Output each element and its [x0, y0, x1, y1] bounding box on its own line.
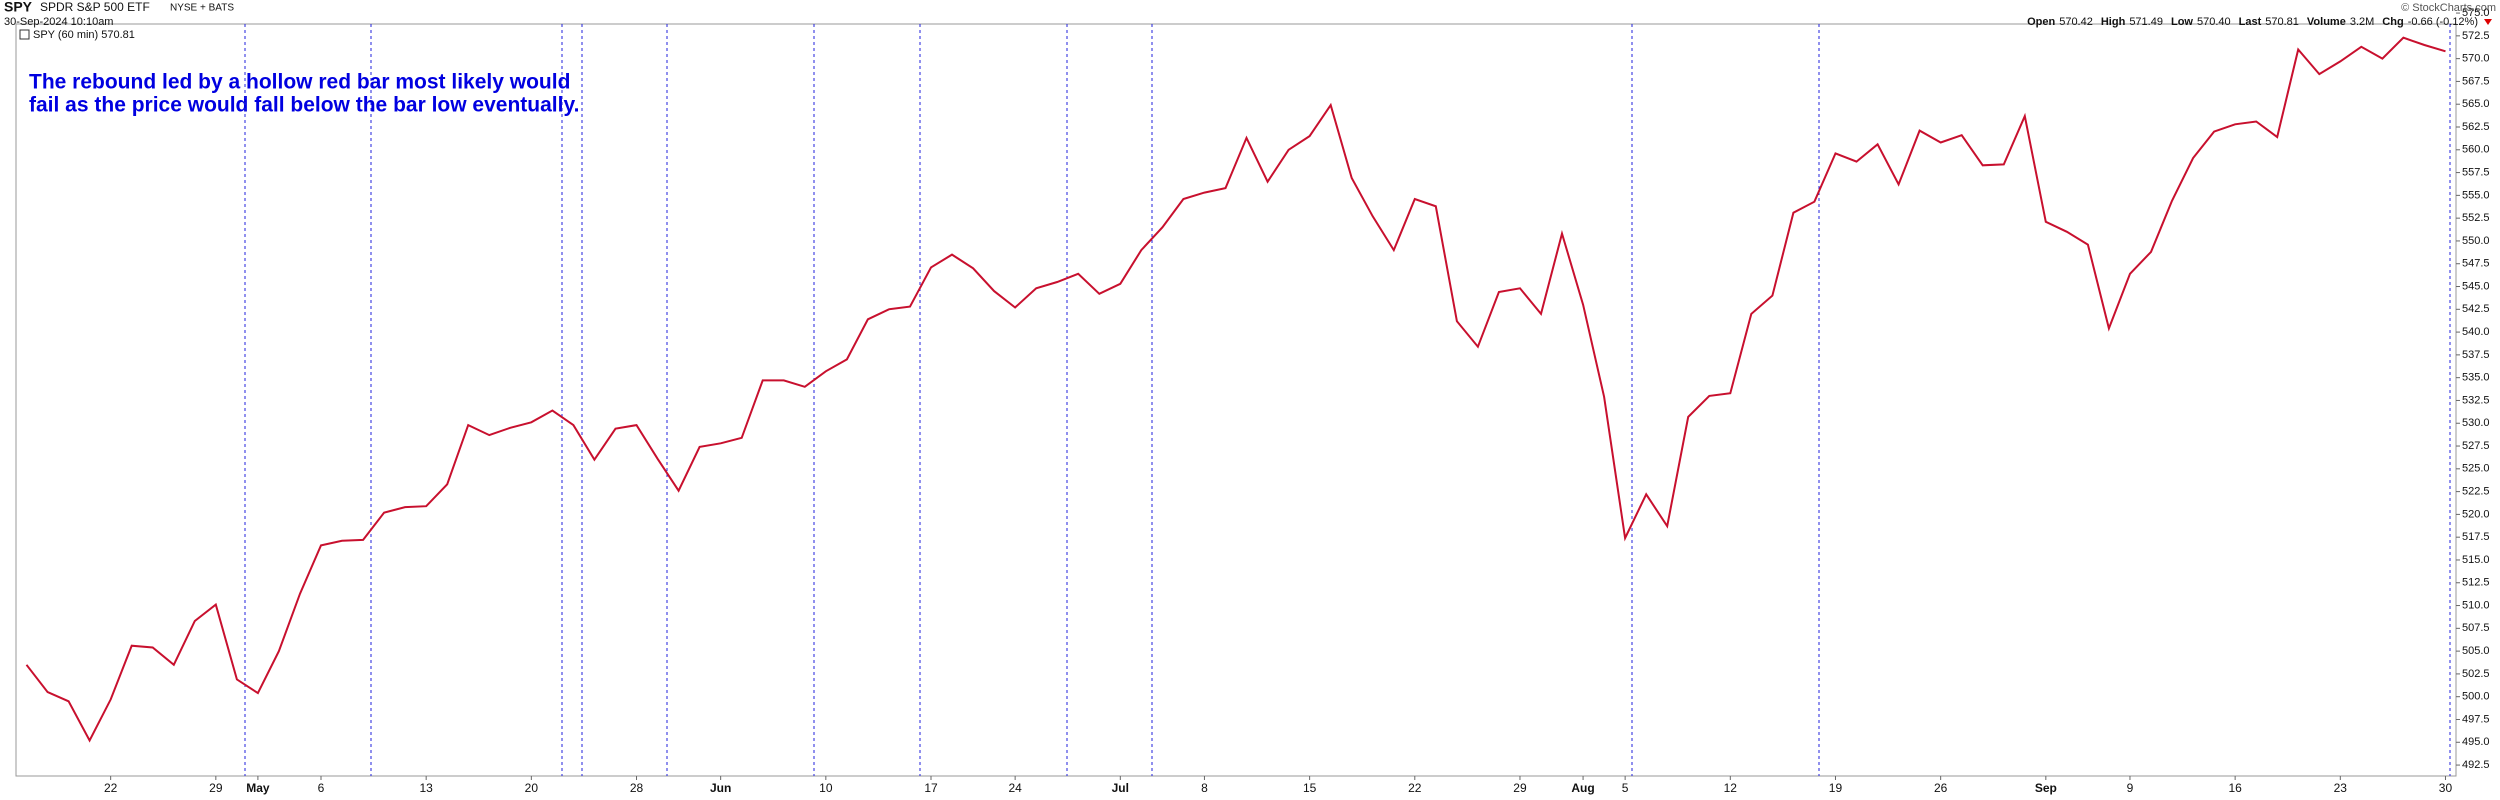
- y-tick-label: 565.0: [2462, 98, 2490, 110]
- y-tick-label: 527.5: [2462, 440, 2490, 452]
- change-arrow: [2484, 19, 2492, 25]
- y-tick-label: 522.5: [2462, 486, 2490, 498]
- x-tick-label: Sep: [2035, 781, 2057, 795]
- y-tick-label: 567.5: [2462, 75, 2490, 87]
- y-tick-label: 517.5: [2462, 531, 2490, 543]
- y-tick-label: 557.5: [2462, 166, 2490, 178]
- x-tick-label: 20: [525, 781, 539, 795]
- y-tick-label: 575.0: [2462, 7, 2490, 19]
- y-tick-label: 505.0: [2462, 645, 2490, 657]
- x-tick-label: 10: [819, 781, 833, 795]
- y-tick-label: 500.0: [2462, 691, 2490, 703]
- y-tick-label: 495.0: [2462, 736, 2490, 748]
- x-tick-label: 13: [419, 781, 433, 795]
- quote-label: Last: [2239, 16, 2262, 28]
- x-tick-label: 24: [1008, 781, 1022, 795]
- quote-value: 3.2M: [2350, 16, 2374, 28]
- x-tick-label: 22: [104, 781, 118, 795]
- x-tick-label: 17: [924, 781, 938, 795]
- x-tick-label: 12: [1724, 781, 1738, 795]
- x-tick-label: 28: [630, 781, 644, 795]
- y-tick-label: 515.0: [2462, 554, 2490, 566]
- y-tick-label: 550.0: [2462, 235, 2490, 247]
- y-tick-label: 547.5: [2462, 258, 2490, 270]
- y-tick-label: 507.5: [2462, 622, 2490, 634]
- y-tick-label: 540.0: [2462, 326, 2490, 338]
- y-tick-label: 512.5: [2462, 577, 2490, 589]
- quote-value: 570.81: [2265, 16, 2299, 28]
- y-tick-label: 535.0: [2462, 372, 2490, 384]
- x-tick-label: Jun: [710, 781, 731, 795]
- y-tick-label: 530.0: [2462, 417, 2490, 429]
- y-tick-label: 570.0: [2462, 53, 2490, 65]
- x-tick-label: May: [246, 781, 270, 795]
- annotation: The rebound led by a hollow red bar most…: [29, 71, 570, 94]
- quote-value: -0.66 (-0.12%): [2408, 16, 2478, 28]
- y-tick-label: 572.5: [2462, 30, 2490, 42]
- symbol: SPY: [4, 0, 33, 15]
- plot-frame: [15, 23, 2457, 777]
- x-tick-label: 19: [1829, 781, 1843, 795]
- y-tick-label: 560.0: [2462, 144, 2490, 156]
- x-tick-label: 9: [2127, 781, 2134, 795]
- quote-value: 570.40: [2197, 16, 2231, 28]
- x-tick-label: 29: [209, 781, 223, 795]
- x-tick-label: 23: [2334, 781, 2348, 795]
- quote: Open 570.42 High 571.49 Low 570.40 Last 570.81 V…: [2027, 16, 2478, 28]
- y-tick-label: 545.0: [2462, 280, 2490, 292]
- x-tick-label: Jul: [1112, 781, 1129, 795]
- x-tick-label: 8: [1201, 781, 1208, 795]
- x-tick-label: 22: [1408, 781, 1422, 795]
- quote-label: Low: [2171, 16, 2193, 28]
- x-tick-label: 5: [1622, 781, 1629, 795]
- quote-label: Volume: [2307, 16, 2346, 28]
- exchange: NYSE + BATS: [170, 3, 234, 14]
- y-tick-label: 525.0: [2462, 463, 2490, 475]
- security-name: SPDR S&P 500 ETF: [40, 0, 150, 14]
- y-tick-label: 552.5: [2462, 212, 2490, 224]
- quote-label: High: [2101, 16, 2126, 28]
- y-tick-label: 502.5: [2462, 668, 2490, 680]
- y-tick-label: 510.0: [2462, 599, 2490, 611]
- copyright: © StockCharts.com: [2401, 2, 2496, 14]
- x-tick-label: 15: [1303, 781, 1317, 795]
- quote-label: Chg: [2382, 16, 2403, 28]
- legend-icon: [19, 29, 30, 40]
- y-tick-label: 542.5: [2462, 303, 2490, 315]
- price-line: [25, 36, 2446, 743]
- y-tick-label: 497.5: [2462, 713, 2490, 725]
- quote-value: 570.42: [2059, 16, 2093, 28]
- y-tick-label: 555.0: [2462, 189, 2490, 201]
- x-tick-label: 30: [2439, 781, 2453, 795]
- legend: SPY (60 min) 570.81: [33, 29, 135, 41]
- quote-label: Open: [2027, 16, 2055, 28]
- annotation: fail as the price would fall below the b…: [29, 94, 579, 117]
- y-tick-label: 520.0: [2462, 508, 2490, 520]
- x-tick-label: 26: [1934, 781, 1948, 795]
- date: 30-Sep-2024 10:10am: [4, 16, 113, 28]
- y-tick-label: 537.5: [2462, 349, 2490, 361]
- x-tick-label: 16: [2228, 781, 2242, 795]
- x-tick-label: 6: [318, 781, 325, 795]
- x-tick-label: Aug: [1571, 781, 1594, 795]
- x-tick-label: 29: [1513, 781, 1527, 795]
- y-tick-label: 562.5: [2462, 121, 2490, 133]
- quote-value: 571.49: [2129, 16, 2163, 28]
- y-tick-label: 492.5: [2462, 759, 2490, 771]
- y-tick-label: 532.5: [2462, 394, 2490, 406]
